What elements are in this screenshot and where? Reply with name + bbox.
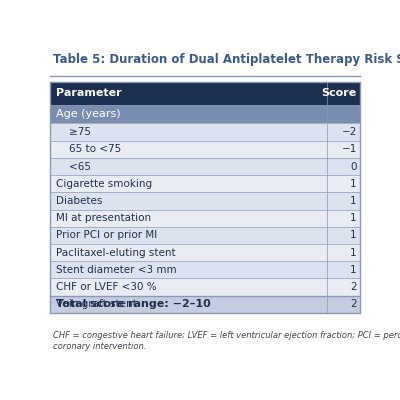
Bar: [50, 141, 360, 158]
Text: Age (years): Age (years): [56, 109, 120, 119]
Text: 2: 2: [350, 282, 357, 292]
Text: Stent diameter <3 mm: Stent diameter <3 mm: [56, 265, 176, 275]
Bar: [50, 175, 360, 192]
Text: Score: Score: [322, 88, 357, 98]
Bar: [50, 261, 360, 278]
Text: 0: 0: [350, 162, 357, 172]
Text: Cigarette smoking: Cigarette smoking: [56, 179, 152, 189]
Text: 1: 1: [350, 230, 357, 240]
Text: Paclitaxel-eluting stent: Paclitaxel-eluting stent: [56, 248, 175, 258]
Text: 2: 2: [350, 299, 357, 309]
Bar: [50, 124, 360, 141]
Text: Parameter: Parameter: [56, 88, 121, 98]
Text: Prior PCI or prior MI: Prior PCI or prior MI: [56, 230, 157, 240]
Bar: [50, 227, 360, 244]
Text: 1: 1: [350, 248, 357, 258]
Text: 1: 1: [350, 179, 357, 189]
Bar: [50, 278, 360, 296]
Text: 1: 1: [350, 196, 357, 206]
Text: −1: −1: [342, 144, 357, 154]
Text: MI at presentation: MI at presentation: [56, 213, 151, 223]
Bar: [50, 158, 360, 175]
Text: CHF or LVEF <30 %: CHF or LVEF <30 %: [56, 282, 156, 292]
Text: −2: −2: [342, 127, 357, 137]
Bar: [50, 296, 360, 313]
Bar: [50, 105, 360, 124]
Text: Total score range: −2–10: Total score range: −2–10: [56, 300, 210, 310]
Text: Vein graft stent: Vein graft stent: [56, 299, 136, 309]
Bar: [50, 82, 360, 105]
Bar: [50, 192, 360, 210]
Text: Diabetes: Diabetes: [56, 196, 102, 206]
Text: 65 to <75: 65 to <75: [56, 144, 121, 154]
Bar: [50, 244, 360, 261]
Text: Table 5: Duration of Dual Antiplatelet Therapy Risk Score: Table 5: Duration of Dual Antiplatelet T…: [53, 53, 400, 66]
Text: 1: 1: [350, 213, 357, 223]
Text: 1: 1: [350, 265, 357, 275]
Text: ≥75: ≥75: [56, 127, 90, 137]
Text: <65: <65: [56, 162, 90, 172]
Bar: [50, 296, 360, 313]
Text: CHF = congestive heart failure; LVEF = left ventricular ejection fraction; PCI =: CHF = congestive heart failure; LVEF = l…: [53, 331, 400, 351]
Bar: [50, 210, 360, 227]
